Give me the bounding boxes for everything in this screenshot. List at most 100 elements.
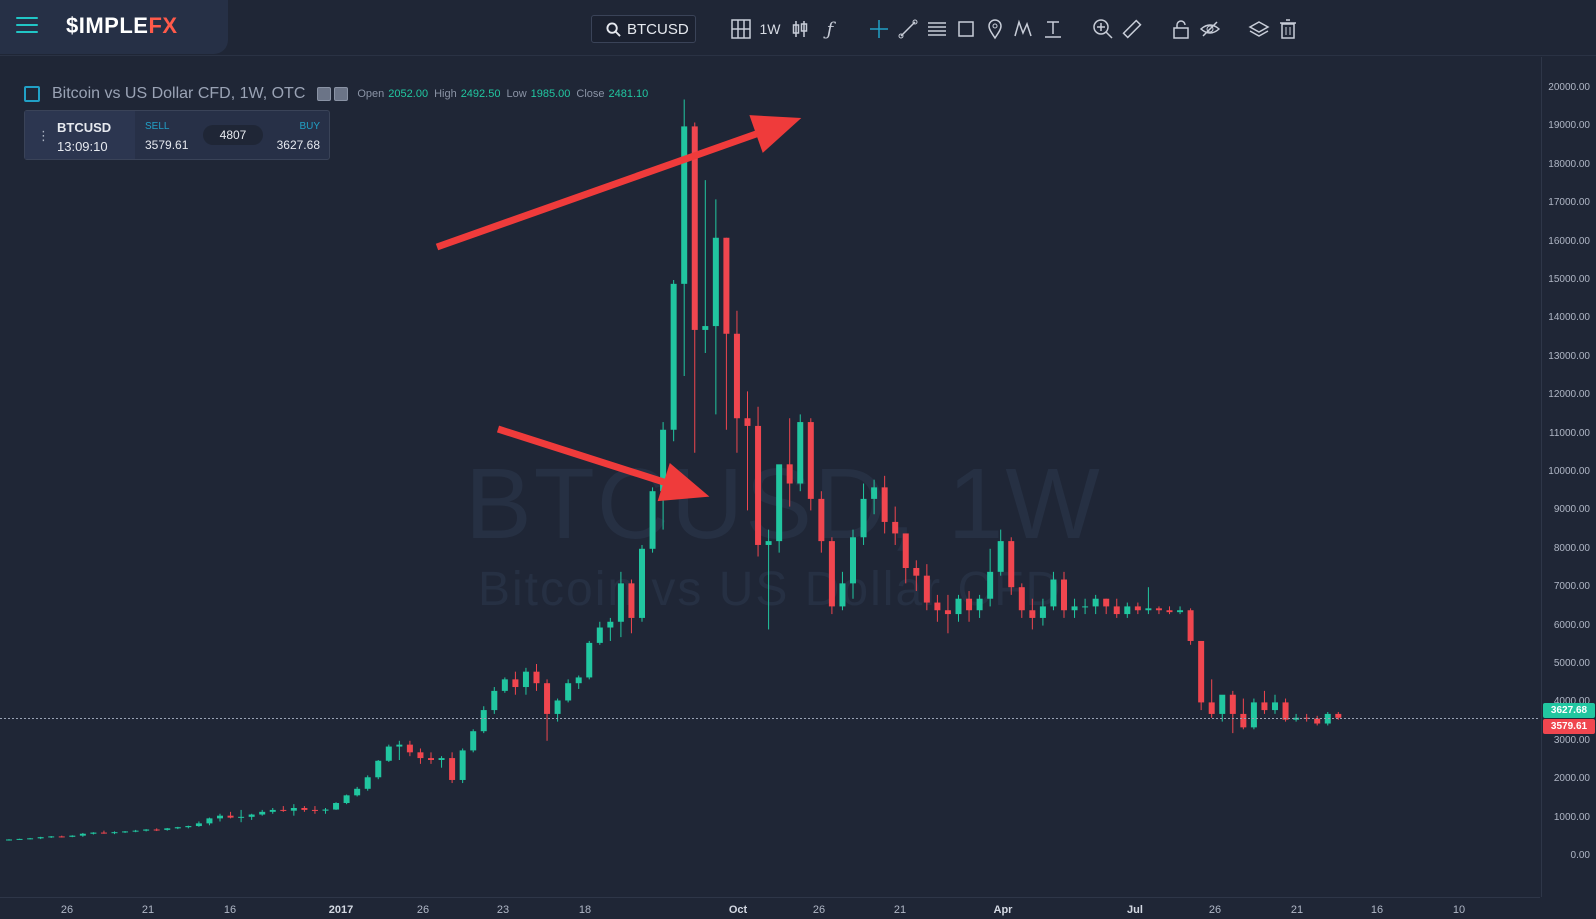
candle-body <box>1324 713 1331 724</box>
candle-body <box>364 777 371 789</box>
candle-body <box>1061 579 1067 611</box>
simplefx-logo[interactable]: $IMPLEFX <box>66 13 178 38</box>
candle-body <box>1177 610 1184 613</box>
trend-line-icon[interactable] <box>895 16 921 42</box>
indicator-function-icon[interactable]: ƒ <box>826 18 834 40</box>
time-tick-label: 10 <box>1452 904 1466 916</box>
price-tick-label: 2000.00 <box>1553 773 1590 785</box>
candle-body <box>944 610 951 615</box>
candle-body <box>164 828 171 830</box>
candle-body <box>681 126 688 284</box>
price-tick-label: 1000.00 <box>1553 811 1590 823</box>
candle-body <box>122 831 129 833</box>
time-axis[interactable]: 26 21 16 2017 26 23 18 Oct 26 21 Apr Jul 26 21 16 10 <box>0 897 1540 919</box>
candle-body <box>923 575 930 603</box>
price-tick-label: 4000.00 <box>1553 696 1590 708</box>
fib-lines-icon[interactable] <box>924 16 950 42</box>
pattern-icon[interactable] <box>1011 16 1037 42</box>
candle-body <box>639 548 645 618</box>
high-label: High <box>434 88 457 100</box>
time-tick-label: Oct <box>728 904 748 916</box>
time-tick-label: 26 <box>416 904 430 916</box>
candle-body <box>69 835 76 837</box>
candle-body <box>786 464 793 484</box>
close-label: Close <box>576 88 605 100</box>
candle-body <box>797 422 804 484</box>
candle-body <box>1314 718 1321 724</box>
price-tick-label: 12000.00 <box>1548 389 1590 401</box>
candle-body <box>702 326 709 330</box>
candle-body <box>343 795 350 804</box>
price-tick-label: 5000.00 <box>1553 658 1590 669</box>
candle-body <box>1039 606 1046 618</box>
price-tick-label: 0.00 <box>1570 850 1590 861</box>
settings-icon[interactable] <box>317 87 332 101</box>
candle-type-icon[interactable] <box>787 16 813 42</box>
ruler-icon[interactable] <box>1119 16 1145 42</box>
buy-price-label: 3627.68 <box>1543 702 1595 718</box>
crosshair-icon[interactable] <box>866 16 892 42</box>
candle-body <box>322 809 329 811</box>
candle-body <box>987 571 994 599</box>
gear-icon[interactable] <box>334 87 349 101</box>
candle-body <box>143 829 150 831</box>
candle-body <box>269 809 276 812</box>
candle-body <box>1018 587 1025 611</box>
candle-body <box>1155 608 1162 611</box>
candle-body <box>132 830 139 832</box>
close-value: 2481.10 <box>608 88 649 100</box>
price-tick-label: 18000.00 <box>1548 158 1590 170</box>
sell-price-label: 3579.61 <box>1543 718 1595 734</box>
candle-body <box>385 746 392 761</box>
measure-icon[interactable] <box>1040 16 1066 42</box>
candle-body <box>79 833 86 836</box>
interval-button[interactable]: 1W <box>759 21 781 37</box>
sell-button[interactable]: SELL <box>145 121 170 132</box>
hide-eye-icon[interactable] <box>1197 16 1223 42</box>
layers-icon[interactable] <box>1246 16 1272 42</box>
time-tick-label: 2017 <box>328 904 354 916</box>
candle-body <box>449 758 456 780</box>
rectangle-icon[interactable] <box>953 16 979 42</box>
chart-canvas[interactable]: BTCUSD, 1W Bitcoin vs US Dollar CFD <box>0 57 1540 897</box>
candle-body <box>6 839 12 841</box>
candle-body <box>290 808 297 811</box>
candle-body <box>807 422 814 499</box>
price-tick-label: 3000.00 <box>1553 734 1590 746</box>
time-tick-label: 26 <box>1208 904 1222 916</box>
candle-body <box>818 498 825 542</box>
candle-body <box>1282 702 1289 720</box>
candle-body <box>1071 606 1078 611</box>
price-axis[interactable]: 20000.00 19000.00 18000.00 17000.00 16000.00… <box>1541 57 1596 897</box>
candle-body <box>227 815 234 818</box>
price-tick-label: 19000.00 <box>1548 120 1590 132</box>
buy-price[interactable]: 3627.68 <box>276 138 320 152</box>
price-tick-label: 9000.00 <box>1553 504 1590 516</box>
candle-body <box>311 809 318 811</box>
candle-body <box>491 690 498 711</box>
search-value: BTCUSD <box>627 20 689 38</box>
buy-button[interactable]: BUY <box>299 121 320 132</box>
zoom-in-icon[interactable] <box>1090 16 1116 42</box>
candle-body <box>1103 598 1110 607</box>
trade-time: 13:09:10 <box>57 139 108 154</box>
candle-body <box>90 832 97 834</box>
hamburger-menu-icon[interactable] <box>16 17 38 35</box>
symbol-search-button[interactable]: BTCUSD <box>591 15 696 43</box>
candle-body <box>871 487 878 499</box>
candle-body <box>712 237 719 327</box>
sell-price[interactable]: 3579.61 <box>145 138 189 152</box>
trash-icon[interactable] <box>1275 16 1301 42</box>
symbol-icon[interactable] <box>24 86 40 102</box>
annotation-arrow-middle <box>496 425 710 502</box>
more-options-icon[interactable]: ⋮ <box>37 128 50 143</box>
candle-body <box>881 487 888 522</box>
candle-body <box>1145 608 1152 611</box>
annotation-arrow-top <box>435 115 802 251</box>
price-tick-label: 13000.00 <box>1548 350 1590 362</box>
candle-body <box>470 731 477 751</box>
pin-marker-icon[interactable] <box>982 16 1008 42</box>
lock-icon[interactable] <box>1168 16 1194 42</box>
candle-body <box>902 533 909 568</box>
layout-grid-icon[interactable] <box>728 16 754 42</box>
